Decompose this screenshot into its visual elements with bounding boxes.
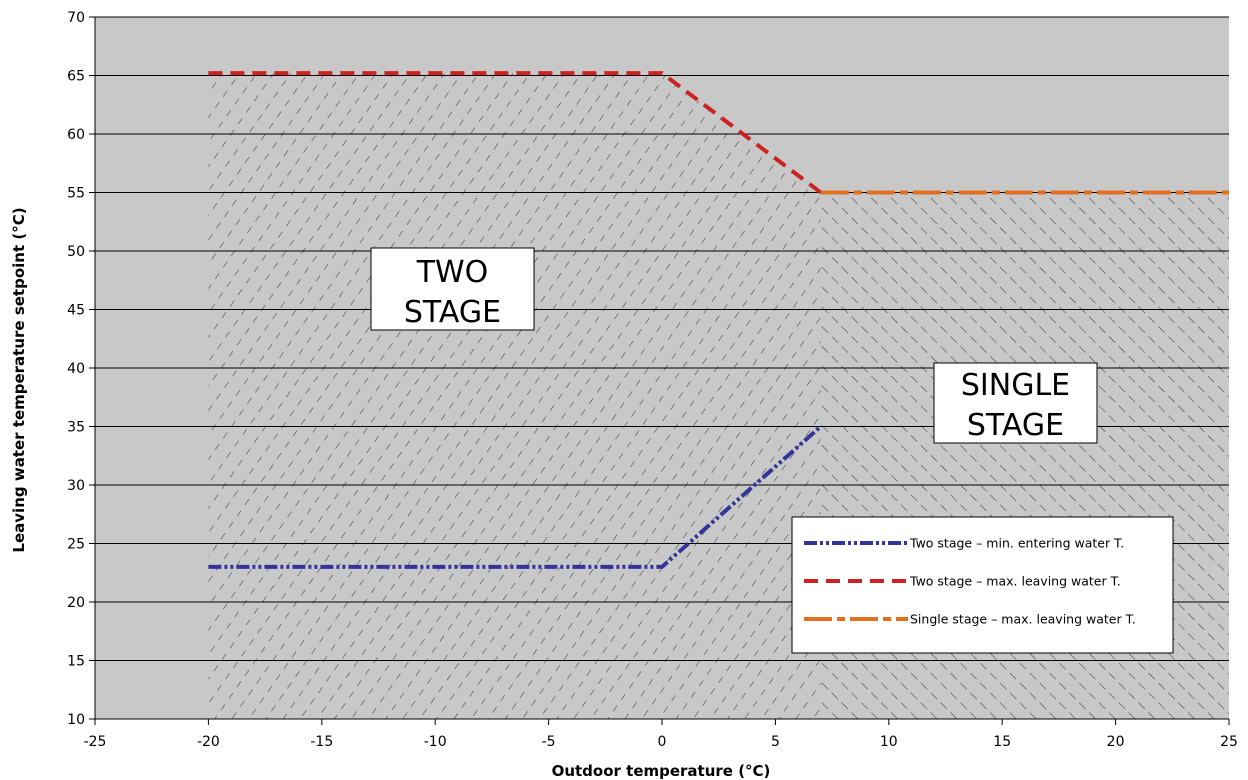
two-stage-region (208, 73, 821, 719)
x-tick-label: -25 (84, 734, 107, 750)
x-tick-label: 0 (658, 734, 667, 750)
legend: Two stage – min. entering water T. Two st… (791, 516, 1174, 654)
legend-label: Single stage – max. leaving water T. (910, 612, 1136, 627)
legend-label: Two stage – min. entering water T. (909, 536, 1124, 551)
x-tick-label: 10 (880, 734, 898, 750)
series-line-1 (208, 425, 823, 569)
y-tick-label: 40 (67, 361, 85, 377)
y-tick-label: 50 (67, 244, 85, 260)
x-tick-label: 15 (993, 734, 1011, 750)
y-tick-label: 60 (67, 127, 85, 143)
two-stage-label-line1: TWO (416, 255, 489, 290)
y-tick-label: 20 (67, 595, 85, 611)
y-tick-label: 10 (67, 712, 85, 728)
axes (89, 16, 1230, 725)
x-tick-labels: -25 -20 -15 -10 -5 0 5 10 15 20 25 (84, 734, 1238, 750)
y-tick-label: 25 (67, 537, 85, 553)
single-stage-label-box: SINGLE STAGE (933, 362, 1098, 444)
x-tick-label: 5 (771, 734, 780, 750)
two-stage-label-line2: STAGE (404, 295, 501, 330)
y-tick-label: 65 (67, 69, 85, 85)
x-tick-label: -20 (197, 734, 220, 750)
x-tick-label: 25 (1220, 734, 1238, 750)
series-line-2 (208, 71, 822, 195)
y-tick-label: 30 (67, 478, 85, 494)
y-tick-labels: 10 15 20 25 30 35 40 45 50 55 60 65 70 (67, 10, 85, 728)
y-tick-label: 55 (67, 186, 85, 202)
y-tick-label: 15 (67, 654, 85, 670)
y-tick-label: 35 (67, 420, 85, 436)
x-tick-label: -10 (424, 734, 447, 750)
y-tick-label: 70 (67, 10, 85, 26)
legend-label: Two stage – max. leaving water T. (909, 574, 1121, 589)
y-axis-title: Leaving water temperature setpoint (°C) (10, 207, 28, 552)
series-lines (208, 71, 1229, 569)
x-tick-label: -15 (310, 734, 333, 750)
two-stage-label-box: TWO STAGE (370, 247, 535, 331)
single-stage-label-line1: SINGLE (961, 368, 1070, 403)
single-stage-label-line2: STAGE (967, 408, 1064, 443)
x-tick-label: -5 (542, 734, 556, 750)
y-tick-label: 45 (67, 303, 85, 319)
x-tick-label: 20 (1107, 734, 1125, 750)
x-axis-title: Outdoor temperature (°C) (552, 762, 771, 780)
